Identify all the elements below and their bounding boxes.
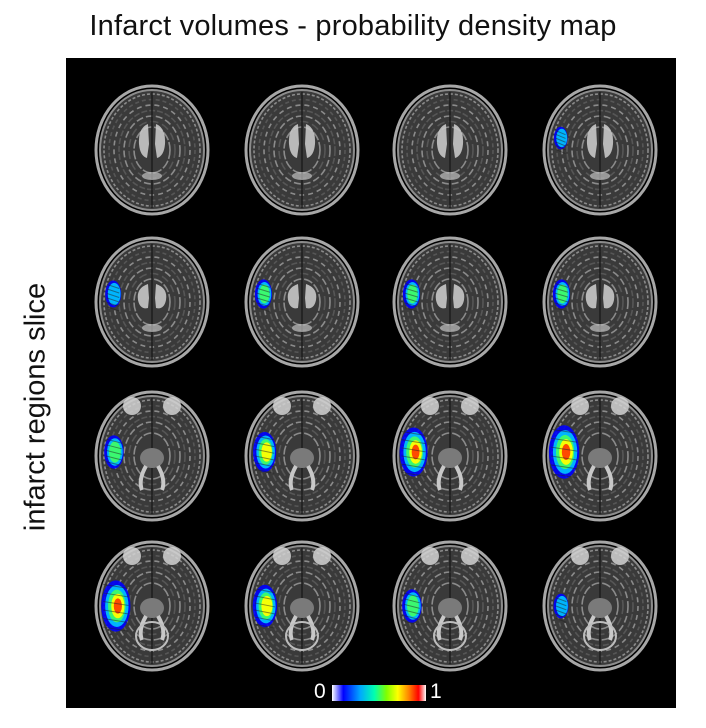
brain-slice [386, 384, 514, 524]
brain-slice [88, 78, 216, 218]
brain-slice [238, 534, 366, 674]
brain-slice [536, 230, 664, 370]
brain-slice [536, 78, 664, 218]
brain-slice [88, 534, 216, 674]
y-axis-label: infarct regions slice [19, 282, 52, 532]
colorbar-max-label: 1 [430, 680, 442, 703]
brain-slice [536, 534, 664, 674]
colorbar [332, 685, 426, 701]
brain-slice [386, 78, 514, 218]
brain-slice [386, 230, 514, 370]
colorbar-min-label: 0 [314, 680, 326, 703]
brain-slice [238, 384, 366, 524]
brain-slice [238, 230, 366, 370]
y-axis-label-box: infarct regions slice [10, 262, 62, 552]
brain-slice [88, 384, 216, 524]
brain-slice [386, 534, 514, 674]
brain-slice [88, 230, 216, 370]
brain-slice [536, 384, 664, 524]
figure-title: Infarct volumes - probability density ma… [89, 10, 617, 42]
mri-panel: 0 1 [66, 58, 676, 708]
brain-slice [238, 78, 366, 218]
